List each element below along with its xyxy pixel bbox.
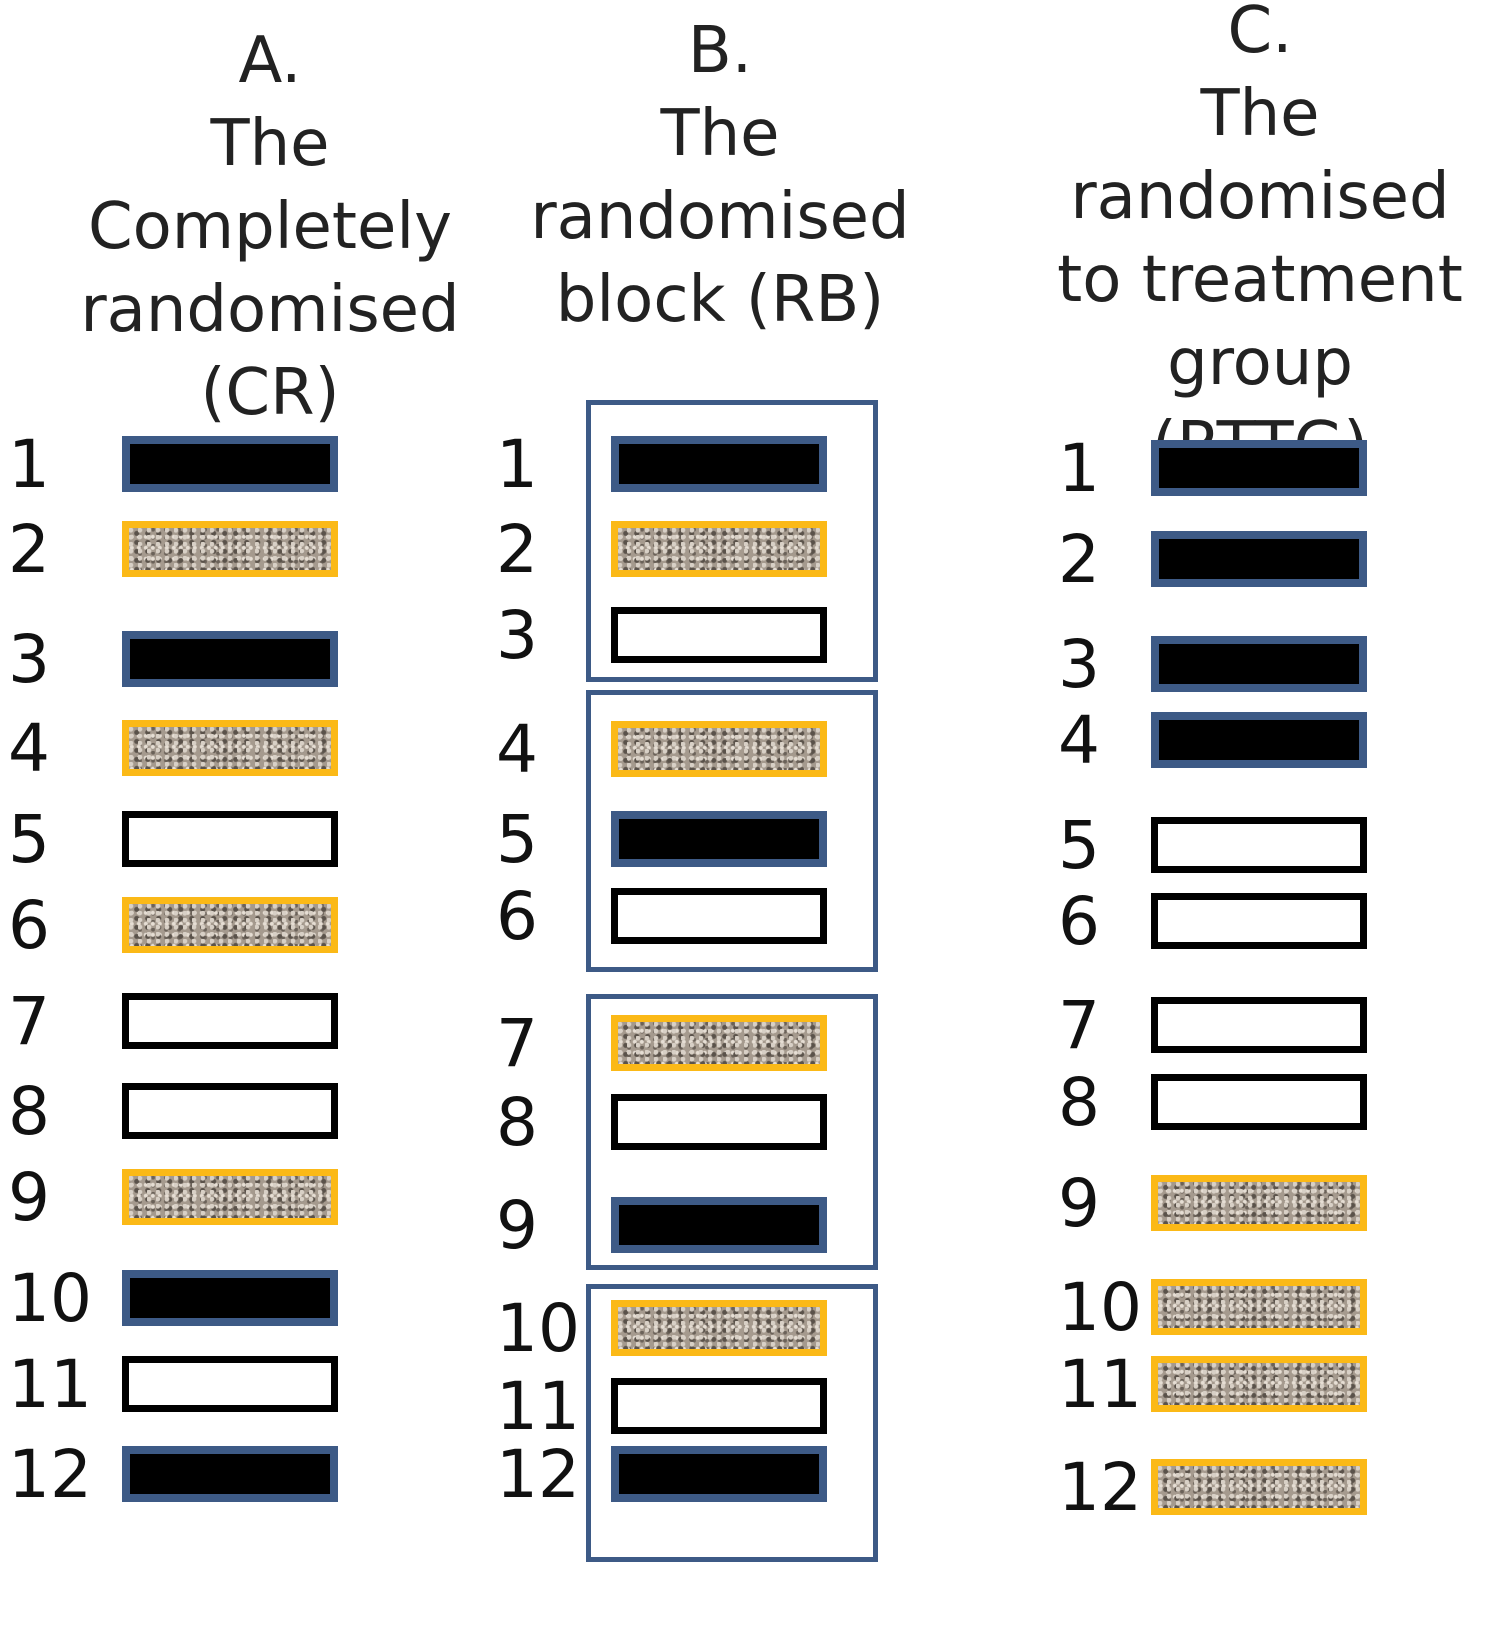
treatment-bar-b-1-black	[611, 436, 827, 492]
unit-number-a-10: 10	[8, 1260, 92, 1337]
treatment-bar-b-7-grey	[611, 1015, 827, 1071]
unit-number-c-11: 11	[1058, 1346, 1142, 1423]
treatment-bar-b-4-grey	[611, 721, 827, 777]
unit-number-a-9: 9	[8, 1159, 50, 1236]
unit-number-b-4: 4	[496, 711, 538, 788]
unit-number-b-9: 9	[496, 1187, 538, 1264]
column-b-title: B. The randomised block (RB)	[530, 10, 910, 342]
treatment-bar-a-9-grey	[122, 1169, 338, 1225]
treatment-bar-c-2-black	[1151, 531, 1367, 587]
unit-number-b-11: 11	[496, 1368, 580, 1445]
unit-number-a-2: 2	[8, 511, 50, 588]
column-c-title-line-2: randomised	[1070, 160, 1450, 234]
column-b-title-line-1: The	[660, 97, 780, 171]
column-c-title: C. The randomised to treatment group (RT…	[1050, 0, 1470, 488]
treatment-bar-a-7-white	[122, 993, 338, 1049]
unit-number-c-10: 10	[1058, 1269, 1142, 1346]
treatment-bar-a-8-white	[122, 1083, 338, 1139]
block-outline-4	[586, 1284, 878, 1562]
column-a-title-line-2: randomised (CR)	[80, 273, 460, 430]
treatment-bar-a-5-white	[122, 811, 338, 867]
unit-number-c-1: 1	[1058, 430, 1100, 507]
treatment-bar-a-4-grey	[122, 720, 338, 776]
column-a-title: A. The Completely randomised (CR)	[20, 20, 520, 435]
treatment-bar-c-8-white	[1151, 1074, 1367, 1130]
treatment-bar-c-9-grey	[1151, 1175, 1367, 1231]
treatment-bar-a-3-black	[122, 631, 338, 687]
treatment-bar-c-11-grey	[1151, 1356, 1367, 1412]
unit-number-c-12: 12	[1058, 1449, 1142, 1526]
unit-number-a-4: 4	[8, 710, 50, 787]
treatment-bar-b-9-black	[611, 1197, 827, 1253]
treatment-bar-c-6-white	[1151, 893, 1367, 949]
unit-number-b-1: 1	[496, 426, 538, 503]
unit-number-b-8: 8	[496, 1084, 538, 1161]
unit-number-a-5: 5	[8, 801, 50, 878]
unit-number-c-4: 4	[1058, 702, 1100, 779]
treatment-bar-c-10-grey	[1151, 1279, 1367, 1335]
unit-number-b-6: 6	[496, 878, 538, 955]
unit-number-b-3: 3	[496, 597, 538, 674]
unit-number-c-7: 7	[1058, 987, 1100, 1064]
treatment-bar-c-5-white	[1151, 817, 1367, 873]
unit-number-b-2: 2	[496, 511, 538, 588]
unit-number-c-3: 3	[1058, 626, 1100, 703]
unit-number-b-7: 7	[496, 1005, 538, 1082]
treatment-bar-b-2-grey	[611, 521, 827, 577]
treatment-bar-b-8-white	[611, 1094, 827, 1150]
unit-number-c-2: 2	[1058, 521, 1100, 598]
treatment-bar-a-11-white	[122, 1356, 338, 1412]
treatment-bar-c-4-black	[1151, 712, 1367, 768]
treatment-bar-b-10-grey	[611, 1300, 827, 1356]
column-b-title-line-3: block (RB)	[555, 263, 885, 337]
treatment-bar-b-12-black	[611, 1446, 827, 1502]
block-outline-3	[586, 994, 878, 1270]
unit-number-a-12: 12	[8, 1436, 92, 1513]
treatment-bar-c-12-grey	[1151, 1459, 1367, 1515]
unit-number-b-5: 5	[496, 801, 538, 878]
treatment-bar-a-6-grey	[122, 897, 338, 953]
unit-number-c-8: 8	[1058, 1064, 1100, 1141]
unit-number-c-6: 6	[1058, 883, 1100, 960]
unit-number-c-9: 9	[1058, 1165, 1100, 1242]
unit-number-b-12: 12	[496, 1436, 580, 1513]
column-c-title-line-1: The	[1200, 77, 1320, 151]
unit-number-a-6: 6	[8, 887, 50, 964]
unit-number-a-3: 3	[8, 621, 50, 698]
treatment-bar-a-12-black	[122, 1446, 338, 1502]
unit-number-c-5: 5	[1058, 807, 1100, 884]
unit-number-a-1: 1	[8, 426, 50, 503]
unit-number-a-11: 11	[8, 1346, 92, 1423]
column-c-title-line-3: to treatment	[1057, 243, 1463, 317]
block-outline-2	[586, 690, 878, 972]
unit-number-b-10: 10	[496, 1290, 580, 1367]
column-b-letter: B.	[687, 14, 753, 88]
column-a-title-line-1: The Completely	[87, 107, 453, 264]
treatment-bar-a-10-black	[122, 1270, 338, 1326]
column-a-letter: A.	[238, 24, 302, 98]
column-c-letter: C.	[1227, 0, 1293, 68]
treatment-bar-b-5-black	[611, 811, 827, 867]
treatment-bar-b-6-white	[611, 888, 827, 944]
unit-number-a-7: 7	[8, 983, 50, 1060]
treatment-bar-c-7-white	[1151, 997, 1367, 1053]
treatment-bar-c-3-black	[1151, 636, 1367, 692]
treatment-bar-a-1-black	[122, 436, 338, 492]
treatment-bar-b-3-white	[611, 607, 827, 663]
treatment-bar-c-1-black	[1151, 440, 1367, 496]
treatment-bar-a-2-grey	[122, 521, 338, 577]
unit-number-a-8: 8	[8, 1073, 50, 1150]
treatment-bar-b-11-white	[611, 1378, 827, 1434]
block-outline-1	[586, 400, 878, 682]
column-b-title-line-2: randomised	[530, 180, 910, 254]
